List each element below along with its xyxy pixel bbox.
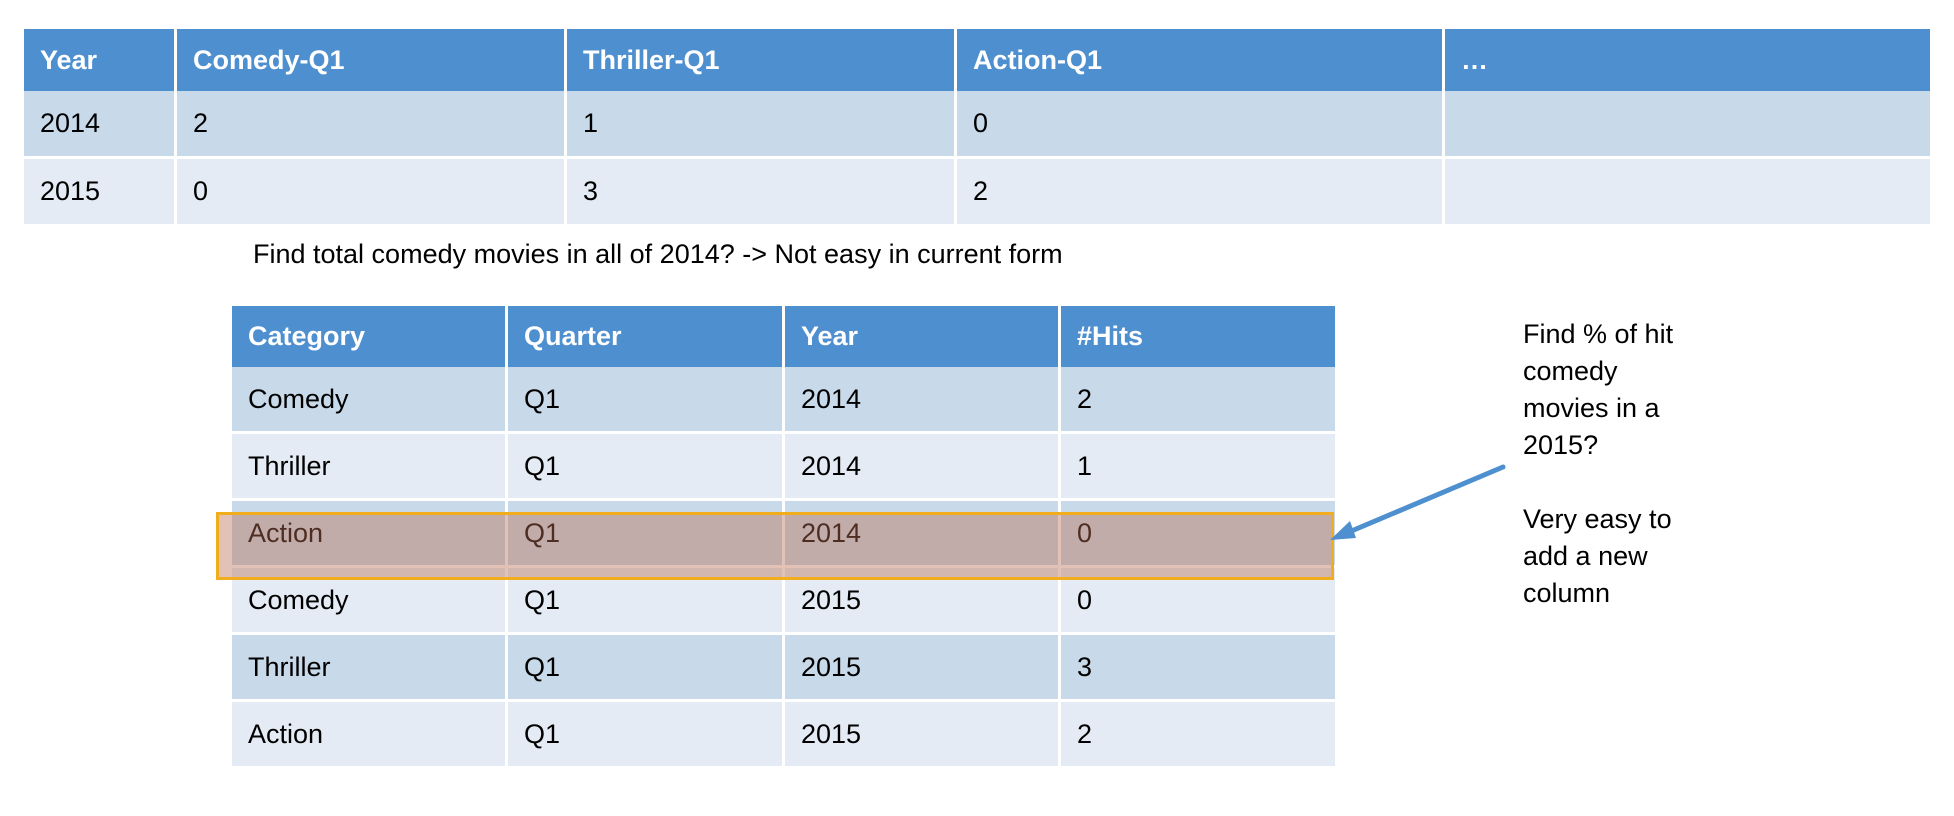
table-cell: Comedy: [232, 568, 508, 635]
table-cell: 1: [1061, 434, 1335, 501]
wide-format-table: Year Comedy-Q1 Thriller-Q1 Action-Q1 … 2…: [24, 29, 1930, 224]
column-header: Category: [232, 306, 508, 367]
table-cell: Q1: [508, 434, 785, 501]
column-header: Comedy-Q1: [177, 29, 567, 91]
table-cell: Q1: [508, 702, 785, 766]
table-row: Action Q1 2015 2: [232, 702, 1335, 766]
table-cell: [1445, 159, 1930, 224]
table-cell: Thriller: [232, 434, 508, 501]
table-cell: 2015: [785, 568, 1061, 635]
table-cell: 2014: [785, 367, 1061, 434]
table-cell: 2: [1061, 702, 1335, 766]
long-format-note: Find % of hit comedy movies in a 2015? V…: [1523, 319, 1674, 608]
column-header: Action-Q1: [957, 29, 1445, 91]
table-cell: 0: [177, 159, 567, 224]
table-cell: Q1: [508, 501, 785, 568]
table-row: Thriller Q1 2014 1: [232, 434, 1335, 501]
table-row: 2014 2 1 0: [24, 91, 1930, 159]
table-cell: 3: [567, 159, 957, 224]
table-header-row: Year Comedy-Q1 Thriller-Q1 Action-Q1 …: [24, 29, 1930, 91]
column-header: Year: [785, 306, 1061, 367]
arrow-icon: [1330, 464, 1506, 540]
table-cell: 2015: [785, 635, 1061, 702]
column-header: …: [1445, 29, 1930, 91]
table-row: Comedy Q1 2014 2: [232, 367, 1335, 434]
column-header: #Hits: [1061, 306, 1335, 367]
table-cell: Comedy: [232, 367, 508, 434]
table-cell: 0: [1061, 501, 1335, 568]
table-cell: 2014: [24, 91, 177, 159]
table-cell: Q1: [508, 568, 785, 635]
table-cell: 1: [567, 91, 957, 159]
column-header: Thriller-Q1: [567, 29, 957, 91]
table-cell: Action: [232, 501, 508, 568]
table-cell: Q1: [508, 367, 785, 434]
table-cell: 2015: [785, 702, 1061, 766]
wide-format-note: Find total comedy movies in all of 2014?…: [253, 239, 1063, 269]
table-row-highlighted: Action Q1 2014 0: [232, 501, 1335, 568]
long-format-table: Category Quarter Year #Hits Comedy Q1 20…: [232, 306, 1335, 766]
table-row: Comedy Q1 2015 0: [232, 568, 1335, 635]
column-header: Year: [24, 29, 177, 91]
table-cell: 2014: [785, 501, 1061, 568]
table-cell: Action: [232, 702, 508, 766]
table-header-row: Category Quarter Year #Hits: [232, 306, 1335, 367]
table-row: 2015 0 3 2: [24, 159, 1930, 224]
table-cell: 0: [1061, 568, 1335, 635]
table-row: Thriller Q1 2015 3: [232, 635, 1335, 702]
table-cell: Thriller: [232, 635, 508, 702]
column-header: Quarter: [508, 306, 785, 367]
table-cell: [1445, 91, 1930, 159]
table-cell: Q1: [508, 635, 785, 702]
table-cell: 2015: [24, 159, 177, 224]
table-cell: 2014: [785, 434, 1061, 501]
table-cell: 0: [957, 91, 1445, 159]
table-cell: 3: [1061, 635, 1335, 702]
table-cell: 2: [1061, 367, 1335, 434]
table-cell: 2: [177, 91, 567, 159]
table-cell: 2: [957, 159, 1445, 224]
